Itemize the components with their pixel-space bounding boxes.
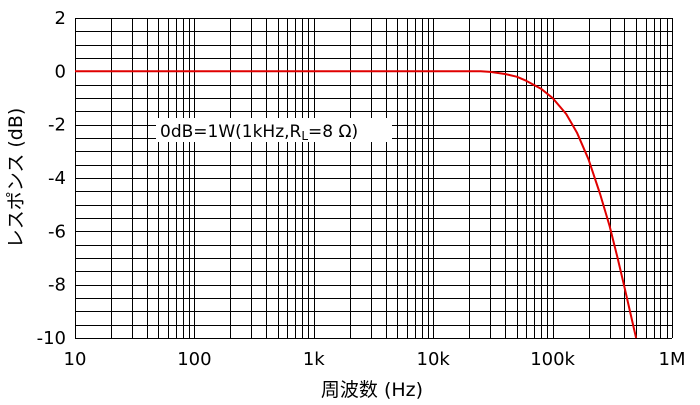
response-line [75,70,638,339]
y-tick-label: 0 [55,61,66,82]
x-tick-label: 1M [659,349,686,370]
y-tick-label: -10 [37,328,66,349]
y-tick-label: -6 [48,221,66,242]
y-tick-label: -8 [48,275,66,296]
annotation-text: 0dB=1W(1kHz,RL=8 Ω) [160,122,358,143]
x-tick-label: 100k [530,349,575,370]
series-layer [75,70,638,339]
annotation-end: =8 Ω) [308,122,358,142]
annotation-background [156,118,392,142]
annotation: 0dB=1W(1kHz,RL=8 Ω) [156,118,392,143]
x-tick-label: 10k [417,349,451,370]
x-tick-label: 1k [303,349,325,370]
y-tick-label: -2 [48,115,66,136]
x-axis-label: 周波数 (Hz) [321,379,423,401]
annotation-subscript: L [301,129,308,143]
grid [75,18,673,339]
y-tick-label: 2 [55,8,66,29]
annotation-main: 0dB=1W(1kHz,R [160,122,302,142]
x-tick-label: 10 [64,349,87,370]
y-tick-labels: 2 0 -2 -4 -6 -8 -10 [37,8,66,349]
x-tick-labels: 10 100 1k 10k 100k 1M [64,349,686,370]
y-tick-label: -4 [48,168,66,189]
y-axis-label: レスポンス (dB) [5,108,27,249]
x-tick-label: 100 [177,349,211,370]
